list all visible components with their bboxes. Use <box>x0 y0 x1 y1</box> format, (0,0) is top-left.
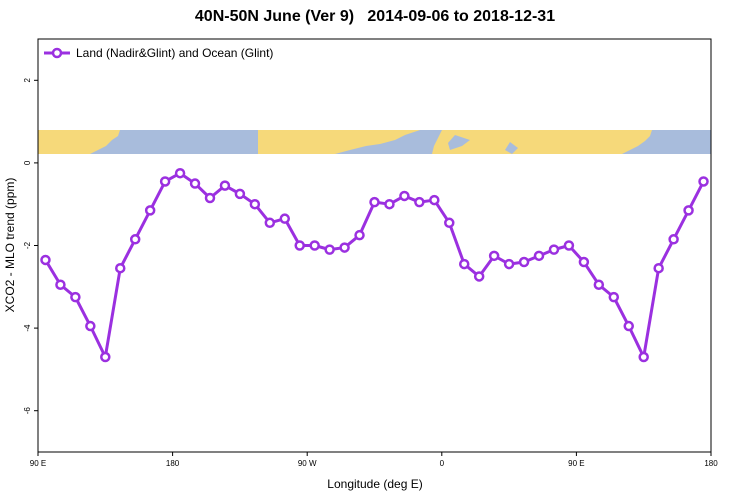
data-point <box>653 262 664 274</box>
data-point <box>698 176 709 187</box>
y-tick-label: 0 <box>23 160 32 165</box>
data-point <box>608 291 620 303</box>
data-point <box>55 279 66 290</box>
data-point <box>384 198 395 210</box>
x-axis: 90 E 180 90 W 0 90 E 180 <box>30 452 718 468</box>
data-point <box>234 188 246 200</box>
data-point <box>279 213 291 224</box>
data-point <box>503 258 515 270</box>
data-point <box>548 244 560 255</box>
data-point <box>70 291 81 303</box>
data-point <box>444 217 455 229</box>
data-point <box>40 254 51 266</box>
x-axis-title: Longitude (deg E) <box>327 477 422 491</box>
x-tick-label: 180 <box>166 459 180 468</box>
series-layer <box>40 167 709 363</box>
plot-frame <box>37 38 712 453</box>
legend: Land (Nadir&Glint) and Ocean (Glint) <box>44 46 273 60</box>
y-tick-label: -4 <box>23 324 32 332</box>
data-point <box>638 351 649 363</box>
data-point <box>115 262 126 274</box>
legend-marker <box>51 47 63 59</box>
data-point <box>518 256 530 268</box>
data-point <box>219 180 231 191</box>
x-tick-label: 0 <box>440 459 445 468</box>
map-land-mass-asia <box>38 130 120 154</box>
data-point <box>100 351 111 363</box>
data-point <box>324 244 335 255</box>
world-map-strip <box>38 130 711 154</box>
data-point <box>204 192 216 204</box>
data-point <box>563 240 575 251</box>
data-point <box>683 205 694 216</box>
data-point <box>488 250 500 262</box>
data-point <box>174 167 186 179</box>
y-axis-title: XCO2 - MLO trend (ppm) <box>3 178 17 313</box>
data-point <box>354 229 365 241</box>
map-ocean-inlet-baltic <box>448 135 470 150</box>
map-land-mass-europe-asia <box>432 130 652 154</box>
data-point <box>668 234 679 245</box>
x-tick-label: 90 E <box>568 459 584 468</box>
data-point <box>294 240 305 251</box>
data-point <box>339 242 350 253</box>
chart-title: 40N-50N June (Ver 9) 2014-09-06 to 2018-… <box>194 8 556 25</box>
x-tick-label: 90 W <box>298 459 317 468</box>
data-point <box>249 198 261 210</box>
data-point <box>399 190 410 202</box>
data-point <box>533 250 545 262</box>
data-point <box>414 196 425 208</box>
data-point <box>159 176 171 187</box>
legend-label: Land (Nadir&Glint) and Ocean (Glint) <box>76 46 273 60</box>
data-point <box>129 234 141 245</box>
map-land-mass-north-america <box>258 130 420 154</box>
data-point <box>189 178 201 189</box>
data-point <box>458 258 470 270</box>
data-point <box>578 256 590 268</box>
data-point <box>264 217 276 229</box>
y-tick-label: 2 <box>23 78 32 83</box>
data-point <box>369 196 380 208</box>
data-point <box>473 271 485 282</box>
data-point <box>429 194 440 206</box>
y-tick-label: -6 <box>23 407 32 415</box>
x-tick-label: 180 <box>704 459 718 468</box>
map-ocean-inlet-caspian <box>505 142 518 154</box>
x-tick-label: 90 E <box>30 459 46 468</box>
y-tick-label: -2 <box>23 241 32 249</box>
y-axis: 2 0 -2 -4 -6 <box>23 78 38 415</box>
data-point <box>623 320 634 332</box>
data-point <box>309 240 320 251</box>
data-point <box>85 320 96 332</box>
data-point <box>593 279 605 290</box>
data-point <box>144 205 156 216</box>
